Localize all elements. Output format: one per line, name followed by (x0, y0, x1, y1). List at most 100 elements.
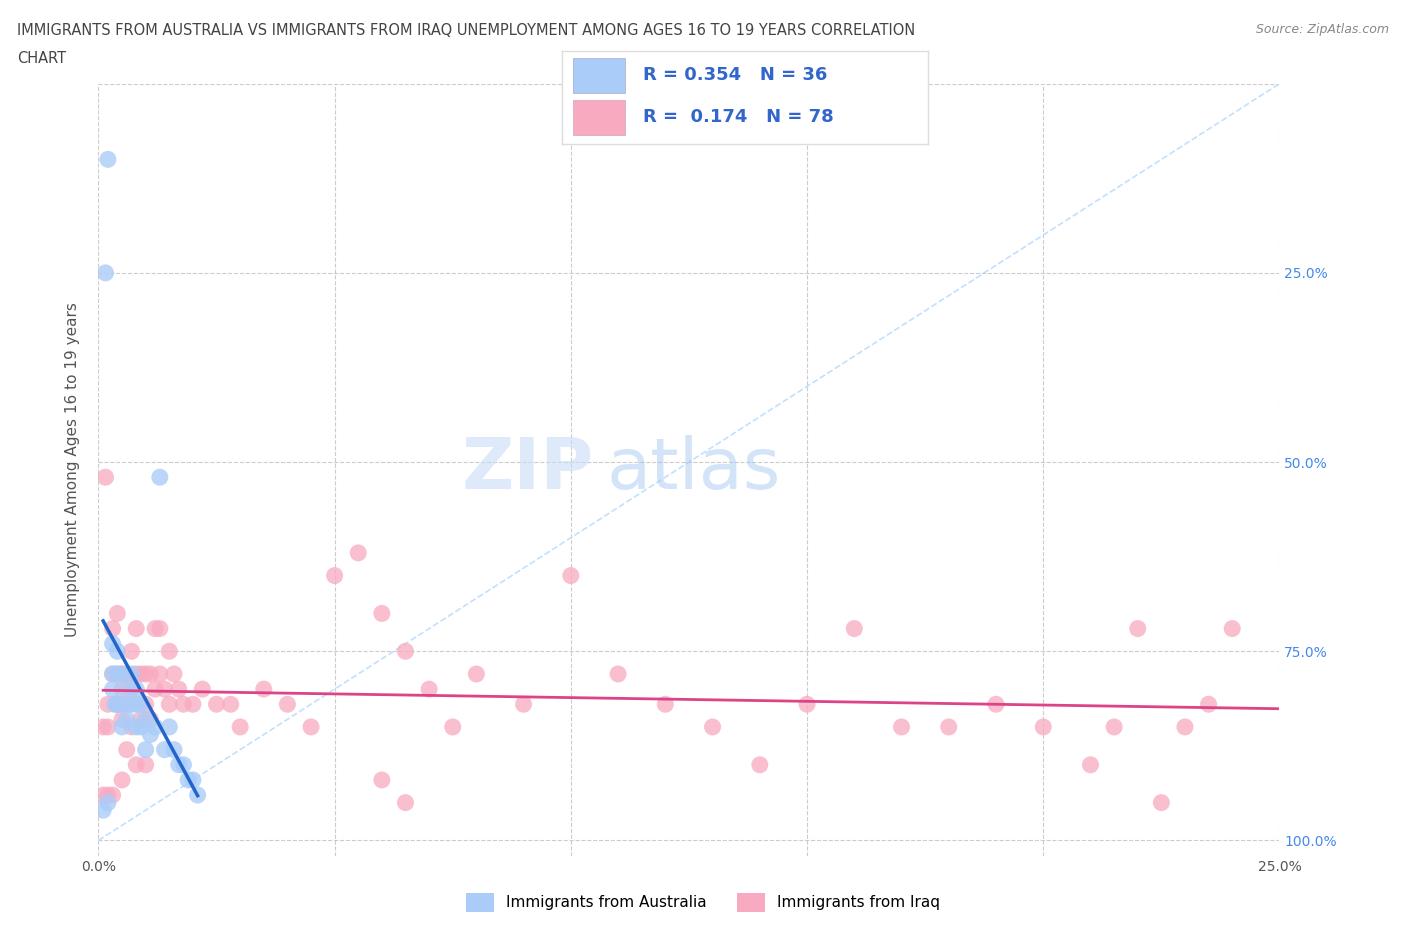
Point (111, 712, 134, 727)
Point (105, 697, 128, 711)
Point (143, 720, 166, 735)
Point (105, 697, 128, 711)
Point (135, 667, 157, 682)
Point (299, 720, 322, 735)
Point (125, 720, 148, 735)
Point (91, 803, 114, 817)
Point (1220, 621, 1243, 636)
Point (465, 667, 488, 682)
Point (105, 667, 128, 682)
Point (177, 773, 200, 788)
Point (115, 697, 138, 711)
Point (844, 621, 866, 636)
Point (205, 697, 228, 711)
Text: CHART: CHART (17, 51, 66, 66)
Point (139, 727, 162, 742)
Point (97, 697, 120, 711)
Point (94, 265, 117, 280)
Point (97, 720, 120, 735)
Point (157, 644, 180, 658)
Point (181, 773, 204, 788)
Point (105, 606, 128, 621)
Point (143, 682, 166, 697)
Point (121, 667, 143, 682)
Point (149, 667, 172, 682)
Point (125, 757, 148, 772)
Point (441, 720, 464, 735)
Point (371, 773, 394, 788)
Point (91, 788, 114, 803)
Point (276, 697, 298, 711)
Point (702, 720, 724, 735)
Point (219, 697, 242, 711)
Point (512, 697, 534, 711)
Point (181, 697, 204, 711)
Point (101, 621, 124, 636)
Point (163, 742, 186, 757)
Point (143, 621, 166, 636)
Point (394, 644, 416, 658)
Point (191, 682, 214, 697)
Point (153, 742, 176, 757)
Point (253, 682, 276, 697)
Point (105, 644, 128, 658)
Point (121, 682, 143, 697)
Point (121, 720, 143, 735)
Point (91, 720, 114, 735)
Point (1102, 720, 1125, 735)
Point (135, 697, 157, 711)
Point (607, 667, 630, 682)
Point (105, 667, 128, 682)
Y-axis label: Unemployment Among Ages 16 to 19 years: Unemployment Among Ages 16 to 19 years (65, 302, 80, 637)
Point (121, 697, 143, 711)
Point (149, 621, 172, 636)
Point (115, 742, 138, 757)
Point (1032, 720, 1054, 735)
FancyBboxPatch shape (574, 100, 624, 135)
Point (101, 667, 124, 682)
Point (229, 720, 252, 735)
Point (104, 697, 127, 711)
Text: R = 0.354   N = 36: R = 0.354 N = 36 (643, 66, 827, 85)
Point (129, 712, 152, 727)
Point (135, 757, 157, 772)
Point (101, 636, 124, 651)
Point (157, 720, 180, 735)
Point (129, 697, 152, 711)
Point (125, 682, 148, 697)
Point (111, 682, 134, 697)
Point (1080, 757, 1102, 772)
Point (97, 788, 120, 803)
Point (167, 757, 190, 772)
Point (323, 568, 346, 583)
Point (938, 720, 960, 735)
Point (560, 568, 582, 583)
Point (111, 667, 134, 682)
Point (135, 742, 157, 757)
Point (125, 621, 148, 636)
Point (1126, 621, 1149, 636)
Point (796, 697, 818, 711)
Text: ZIP: ZIP (463, 435, 595, 504)
Text: IMMIGRANTS FROM AUSTRALIA VS IMMIGRANTS FROM IRAQ UNEMPLOYMENT AMONG AGES 16 TO : IMMIGRANTS FROM AUSTRALIA VS IMMIGRANTS … (17, 23, 915, 38)
Point (115, 667, 138, 682)
Point (394, 795, 416, 810)
Point (101, 788, 124, 803)
Point (94, 470, 117, 485)
Point (121, 644, 143, 658)
Point (187, 788, 209, 803)
Point (125, 697, 148, 711)
Point (115, 682, 138, 697)
Point (101, 682, 124, 697)
Point (111, 667, 134, 682)
Point (1150, 795, 1173, 810)
Point (418, 682, 440, 697)
Point (347, 546, 370, 561)
Point (97, 152, 120, 166)
Point (129, 667, 152, 682)
Point (1198, 697, 1220, 711)
Point (167, 682, 190, 697)
FancyBboxPatch shape (574, 58, 624, 93)
Point (157, 697, 180, 711)
Point (129, 720, 152, 735)
